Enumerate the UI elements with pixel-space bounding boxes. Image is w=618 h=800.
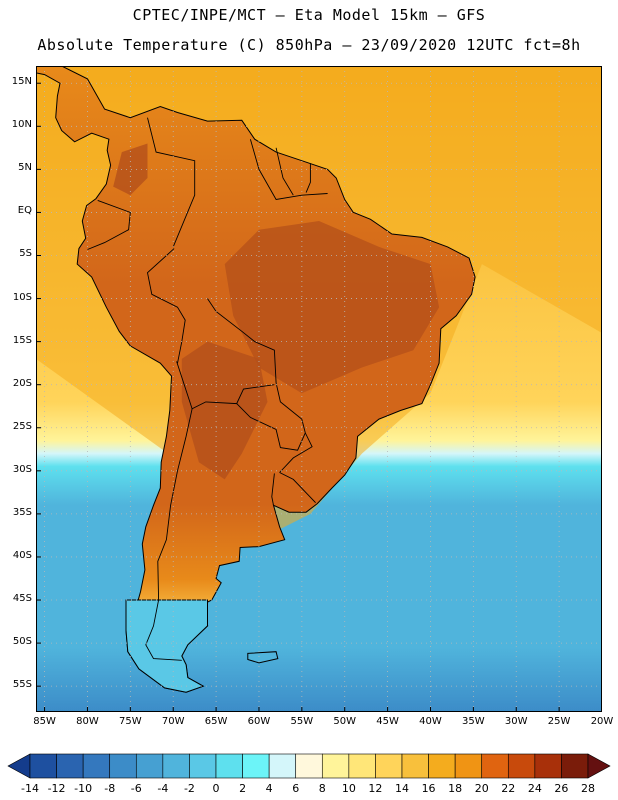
latitude-label: 50S [12,636,32,648]
latitude-label: 15S [12,334,32,346]
latitude-label: 5N [18,162,32,174]
andes-hot-region [113,143,148,196]
colorbar-tick-label: 28 [581,782,595,795]
latitude-label: 45S [12,593,32,605]
latitude-label: 40S [12,549,32,561]
longitude-label: 85W [33,716,56,727]
colorbar-swatch [454,753,483,779]
longitude-label: 40W [419,716,442,727]
hot-core-region [224,221,440,394]
colorbar-tick-label: 26 [554,782,569,795]
colorbar-swatch [162,753,190,779]
colorbar-tick-label: 0 [212,782,220,795]
colorbar-swatch [321,753,350,779]
latitude-label: 55S [12,679,32,691]
map-canvas [36,66,602,712]
colorbar-swatch [82,753,111,779]
longitude-label: 70W [161,716,185,727]
colorbar-swatch [295,753,323,779]
colorbar-lower-extension [7,753,31,779]
colorbar-tick-label: 14 [395,782,409,795]
colorbar-swatch [401,753,429,779]
latitude-label: 35S [12,506,32,518]
latitude-label: 5S [19,248,32,260]
colorbar-tick-label: 24 [527,782,542,795]
country-border [145,408,193,661]
colorbar-tick-label: -12 [47,782,66,795]
colorbar-swatch [189,753,217,779]
colorbar-tick-label: 10 [341,782,356,795]
colorbar-tick-label: -10 [74,782,93,795]
colorbar-tick-label: 2 [239,782,247,795]
colorbar-tick-label: 22 [501,782,516,795]
country-border [275,147,294,196]
colorbar-swatch [215,753,243,779]
map-frame [36,66,602,712]
colorbar-swatch [268,753,297,779]
colorbar-tick-label: 8 [318,782,326,795]
country-border [87,199,131,250]
longitude-label: 60W [247,716,271,727]
country-border [176,361,275,410]
country-borders [87,117,328,661]
country-border [147,117,196,248]
colorbar-tick-label: 12 [368,782,383,795]
map-subtitle: Absolute Temperature (C) 850hPa – 23/09/… [37,36,581,54]
colorbar-swatch [348,753,376,779]
colorbar-upper-extension [587,753,611,779]
colorbar-tick-label: -6 [130,782,142,795]
patagonia-cold-region [125,599,208,693]
longitude-label: 25W [547,716,571,727]
map-title: CPTEC/INPE/MCT – Eta Model 15km – GFS [132,6,486,24]
country-border [249,139,328,200]
longitude-label: 55W [290,716,314,727]
country-border [279,472,316,504]
colorbar-swatch [428,753,456,779]
temperature-colorbar [7,753,611,779]
colorbar-tick-label: 20 [474,782,489,795]
country-border [207,298,313,473]
latitude-label: 25S [12,420,32,432]
latitude-label: 15N [11,76,32,88]
longitude-label: 45W [376,716,399,727]
colorbar-tick-label: 18 [448,782,463,795]
colorbar-swatch [29,753,57,779]
falkland-islands [247,651,279,664]
colorbar-tick-label: -4 [157,782,169,795]
latitude-label: 30S [12,463,32,475]
colorbar-swatch [109,753,137,779]
colorbar-swatch [56,753,84,779]
longitude-label: 35W [462,716,485,727]
colorbar-swatch [242,753,270,779]
latitude-label: 20S [12,377,32,389]
country-border [271,473,275,506]
latitude-label: EQ [17,205,32,217]
latitude-label: 10S [12,291,32,303]
country-border [236,403,306,451]
longitude-label: 20W [590,716,614,727]
colorbar-tick-label: 6 [292,782,300,795]
longitude-label: 80W [76,716,99,727]
colorbar-tick-label: 16 [421,782,436,795]
country-border [305,163,311,193]
colorbar-tick-label: -14 [21,782,39,795]
colorbar-swatch [534,753,562,779]
longitude-label: 75W [119,716,142,727]
longitude-label: 30W [504,716,528,727]
colorbar-swatch [507,753,536,779]
colorbar-swatch [135,753,164,779]
colorbar-tick-label: -8 [104,782,116,795]
colorbar-swatch [375,753,403,779]
colorbar-tick-label: 4 [265,782,273,795]
colorbar-swatch [481,753,509,779]
hot-core-region [181,341,268,480]
colorbar-tick-label: -2 [183,782,195,795]
longitude-label: 65W [204,716,228,727]
colorbar-swatch [561,753,589,779]
temperature-map [36,66,602,712]
longitude-label: 50W [333,716,357,727]
latitude-label: 10N [11,119,32,131]
